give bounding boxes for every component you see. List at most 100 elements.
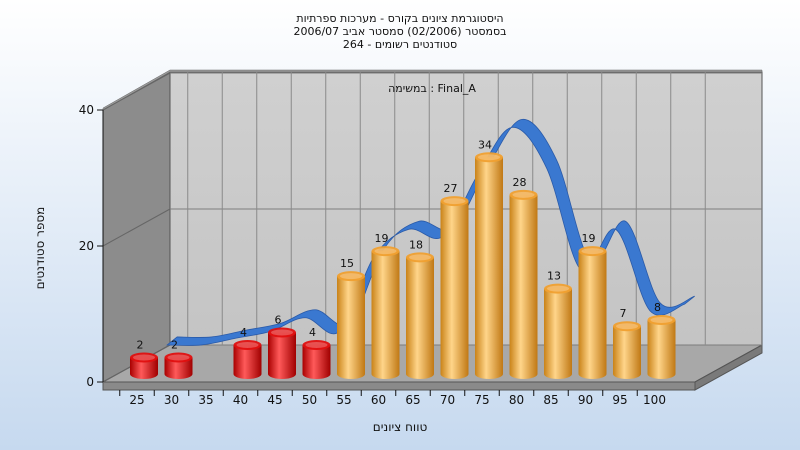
bar-cap-highlight [305, 341, 328, 348]
value-label-50: 4 [309, 326, 316, 339]
bar-cap-highlight [650, 316, 673, 323]
floor-front [102, 381, 696, 391]
bar-90 [578, 246, 607, 379]
value-label-55: 15 [340, 257, 354, 270]
bar-body [578, 251, 607, 379]
bar-cap [613, 321, 641, 332]
bar-55 [337, 271, 365, 379]
bar-cap [440, 196, 469, 207]
bar-body [164, 357, 193, 379]
bar-cap [509, 189, 538, 200]
bar-cap [371, 246, 400, 257]
x-tick-label: 75 [474, 393, 489, 407]
bar-cap [164, 352, 193, 363]
bar-cap-highlight [271, 329, 293, 336]
value-label-45: 6 [275, 313, 282, 326]
bar-cap-highlight [374, 248, 397, 255]
bar-75 [475, 152, 503, 379]
bar-body [268, 332, 296, 379]
value-label-80: 28 [513, 176, 527, 189]
bar-cap-highlight [167, 354, 190, 361]
bar-cap [544, 283, 572, 294]
gridline-side [102, 72, 171, 111]
x-tick-label: 90 [578, 393, 593, 407]
task-annotation: במשימה : Final_A [388, 82, 476, 95]
bar-30 [164, 352, 193, 379]
y-tick-label: 40 [79, 103, 94, 117]
chart-title-line-3: 264 - סטודנטים רשומים [343, 38, 457, 51]
x-tick-label: 50 [302, 393, 317, 407]
bar-40 [233, 339, 262, 379]
bar-cap-highlight [340, 273, 362, 280]
value-label-85: 13 [547, 270, 561, 283]
bar-cap [337, 271, 365, 282]
x-tick-label: 30 [164, 393, 179, 407]
top-rim [102, 69, 763, 111]
value-label-25: 2 [137, 338, 144, 351]
bar-cap [233, 339, 262, 350]
bar-cap [302, 339, 331, 350]
gridline-side [102, 208, 171, 247]
bar-65 [406, 252, 434, 379]
bar-cap-highlight [616, 323, 638, 330]
bar-body [371, 251, 400, 379]
bar-cap-highlight [581, 248, 604, 255]
bar-cap-highlight [236, 341, 259, 348]
bar-cap-highlight [478, 154, 500, 161]
x-tick-label: 100 [643, 393, 666, 407]
bar-body [130, 357, 158, 379]
bar-cap-highlight [547, 285, 569, 292]
bar-body [233, 344, 262, 379]
bar-cap [268, 327, 296, 338]
x-tick-label: 70 [440, 393, 455, 407]
bar-body [406, 257, 434, 379]
bar-body [544, 288, 572, 379]
bar-body [647, 319, 676, 379]
bar-cap [406, 252, 434, 263]
bar-cap-highlight [512, 191, 535, 198]
bar-body [440, 201, 469, 379]
bar-cap-highlight [443, 198, 466, 205]
bar-cap [130, 352, 158, 363]
bar-80 [509, 189, 538, 379]
y-axis: 0 20 40 [79, 103, 104, 389]
x-tick-label: 60 [371, 393, 386, 407]
value-label-60: 19 [375, 232, 389, 245]
value-label-30: 2 [171, 338, 178, 351]
value-label-100: 8 [654, 301, 661, 314]
value-labels: 2 2 4 6 4 15 19 18 27 34 28 13 19 7 8 [137, 138, 662, 351]
y-tick-label: 0 [86, 375, 94, 389]
value-label-90: 19 [582, 232, 596, 245]
bars [130, 152, 676, 379]
bar-85 [544, 283, 572, 379]
x-tick-label: 80 [509, 393, 524, 407]
bar-body [613, 326, 641, 379]
chart-title-line-2: בסמסטר (02/2006) סמסטר אביב 2006/07 [293, 25, 506, 38]
bar-cap [647, 314, 676, 325]
value-label-65: 18 [409, 238, 423, 251]
chart-title-line-1: היסטוגרמת ציונים בקורס - מערכות ספרתיות [296, 12, 503, 25]
bar-body [475, 157, 503, 379]
value-label-40: 4 [240, 326, 247, 339]
bar-body [509, 194, 538, 379]
bar-60 [371, 246, 400, 379]
bar-cap-highlight [409, 254, 431, 261]
y-tick-label: 20 [79, 239, 94, 253]
bar-25 [130, 352, 158, 379]
floor-side [694, 344, 763, 391]
bar-95 [613, 321, 641, 379]
x-axis: 25 30 35 40 45 50 55 60 65 70 75 80 85 90 95 100 [119, 390, 666, 407]
x-tick-label: 55 [336, 393, 351, 407]
value-label-75: 34 [478, 138, 492, 151]
bar-50 [302, 339, 331, 379]
x-tick-label: 40 [233, 393, 248, 407]
x-tick-label: 35 [198, 393, 213, 407]
bar-cap-highlight [133, 354, 155, 361]
bar-cap [578, 246, 607, 257]
bar-45 [268, 327, 296, 379]
bar-cap [475, 152, 503, 163]
value-label-70: 27 [444, 182, 458, 195]
x-tick-label: 45 [267, 393, 282, 407]
